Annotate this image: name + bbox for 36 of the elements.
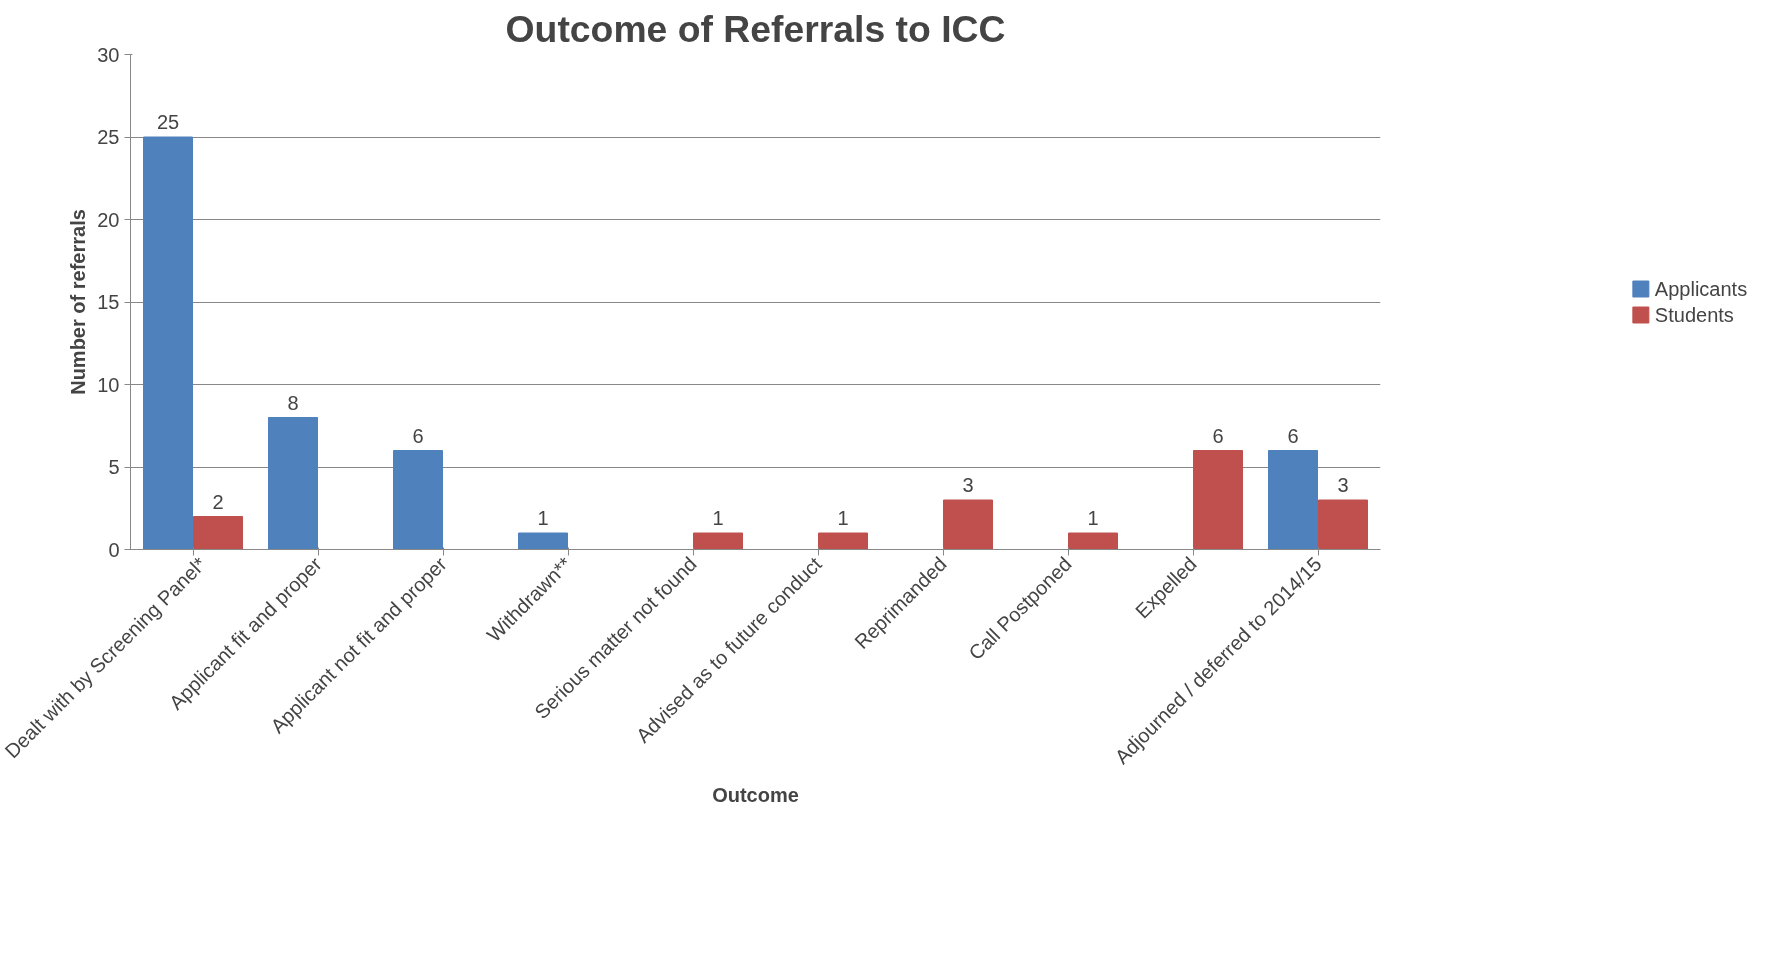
data-label: 1 (1087, 507, 1099, 529)
bar (268, 417, 318, 550)
bar (143, 136, 193, 550)
bar (693, 532, 743, 550)
y-axis-title: Number of referrals (67, 209, 90, 395)
bar (393, 450, 443, 550)
data-label: 1 (712, 507, 724, 529)
bar (1268, 450, 1318, 550)
x-axis-title: Outcome (712, 783, 799, 806)
bar (1318, 499, 1368, 550)
chart-title: Outcome of Referrals to ICC (505, 7, 1006, 50)
y-tick-label: 0 (108, 538, 120, 561)
y-tick-label: 30 (97, 43, 120, 66)
data-label: 6 (412, 424, 424, 447)
data-label: 6 (1287, 424, 1299, 447)
data-label: 6 (1212, 424, 1224, 447)
legend-label: Students (1654, 303, 1734, 326)
data-label: 1 (837, 507, 849, 529)
y-tick-label: 20 (97, 208, 120, 231)
data-label: 8 (287, 391, 299, 414)
data-label: 25 (156, 111, 180, 133)
y-tick-label: 15 (97, 291, 120, 313)
data-label: 1 (537, 507, 549, 529)
y-tick-label: 5 (108, 456, 120, 478)
bar (518, 532, 568, 550)
bar (1193, 450, 1243, 550)
data-label: 3 (962, 474, 974, 496)
bar (818, 532, 868, 550)
data-label: 2 (212, 490, 224, 513)
y-tick-label: 25 (97, 126, 120, 148)
bar (943, 499, 993, 550)
data-label: 3 (1337, 474, 1349, 496)
bar (1068, 532, 1118, 550)
legend-label: Applicants (1654, 277, 1748, 300)
bar (193, 516, 243, 550)
y-tick-label: 10 (97, 373, 120, 396)
